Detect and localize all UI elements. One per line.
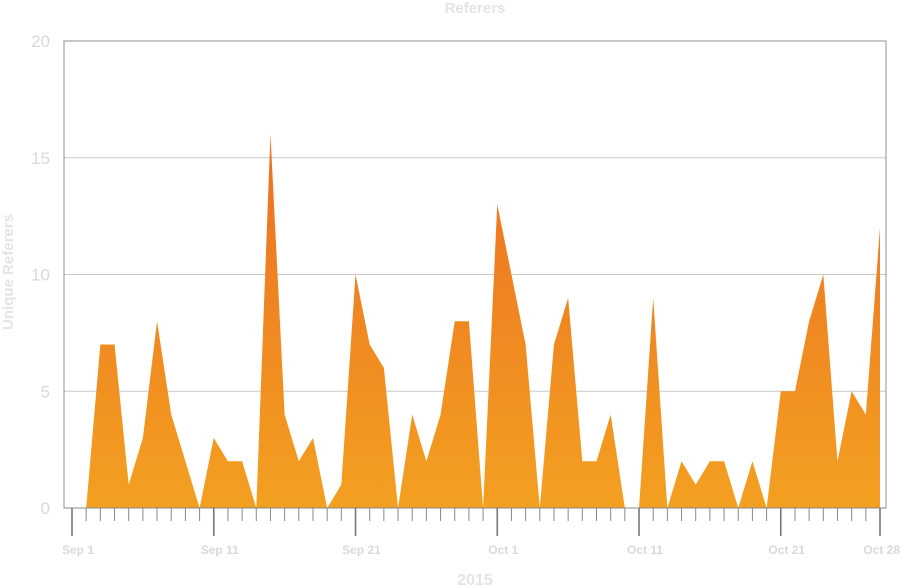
y-tick-label: 15	[31, 149, 50, 168]
x-axis-label: 2015	[457, 572, 493, 588]
x-axis: Sep 1 Sep 11 Sep 21 Oct 1 Oct 11 Oct 21 Oct 28	[62, 507, 900, 557]
x-tick-label: Oct 1	[488, 543, 518, 557]
y-axis-label: Unique Referers	[0, 214, 17, 330]
y-axis-ticks: 0 5 10 15 20	[31, 32, 50, 518]
y-tick-label: 5	[41, 382, 50, 401]
x-tick-label: Oct 28	[863, 543, 900, 557]
x-tick-label: Sep 11	[201, 543, 239, 557]
x-tick-label: Oct 11	[627, 543, 663, 557]
x-tick-label: Sep 1	[62, 543, 94, 557]
y-tick-label: 10	[31, 266, 50, 285]
y-tick-label: 0	[41, 499, 50, 518]
series-area	[86, 134, 881, 508]
x-tick-label: Oct 21	[768, 543, 805, 557]
chart-title: Referers	[445, 0, 506, 17]
y-tick-label: 20	[31, 32, 50, 51]
x-tick-label: Sep 21	[342, 543, 381, 557]
